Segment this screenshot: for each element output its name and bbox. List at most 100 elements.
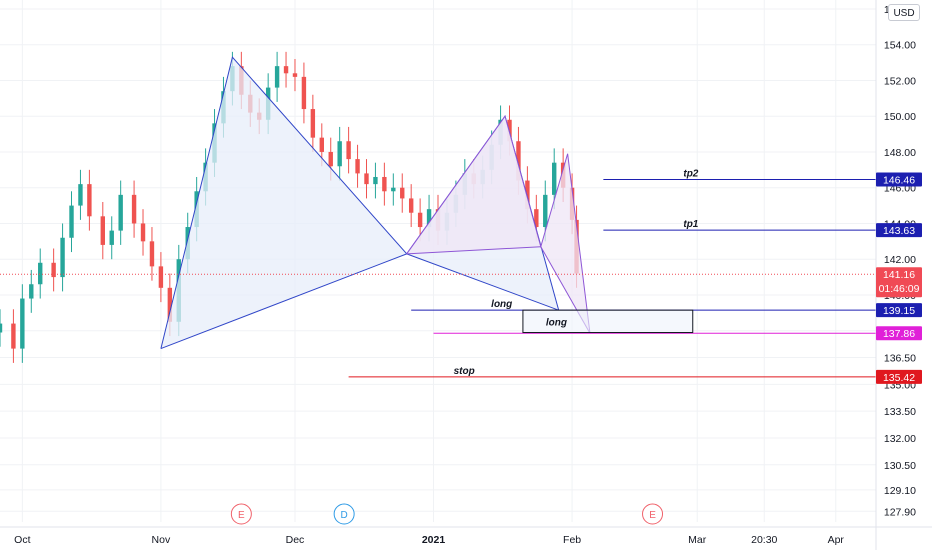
event-marker-letter: E xyxy=(238,510,245,521)
event-marker-circle xyxy=(230,503,252,525)
candle xyxy=(417,212,423,228)
time-tick-label: Dec xyxy=(286,534,305,546)
pattern-leg xyxy=(406,253,559,311)
candle xyxy=(319,137,324,152)
candle xyxy=(382,176,387,192)
time-tick-label: Feb xyxy=(563,534,581,546)
level-label-stop: stop xyxy=(454,366,475,377)
event-marker-letter: E xyxy=(649,510,656,521)
time-tick-label: 2021 xyxy=(422,534,446,546)
pattern-fill xyxy=(160,57,407,349)
price-tick-label: 129.10 xyxy=(884,485,916,497)
candle xyxy=(109,230,114,245)
candle xyxy=(78,184,83,206)
price-tick-label: 142.00 xyxy=(884,254,916,266)
candle xyxy=(426,209,432,228)
candle xyxy=(346,141,351,160)
price-badge xyxy=(876,172,922,187)
harmonic-patterns xyxy=(160,56,591,350)
time-tick-label: Mar xyxy=(688,534,707,546)
price-badge xyxy=(876,326,922,341)
pattern-leg xyxy=(160,253,407,350)
pattern-fill xyxy=(540,153,590,334)
price-tick-label: 148.00 xyxy=(884,147,916,159)
price-axis: 127.90129.10130.50132.00133.50135.00136.… xyxy=(875,0,922,550)
price-badge-label: 137.86 xyxy=(883,328,915,340)
candle xyxy=(292,73,298,77)
candle xyxy=(400,187,405,199)
price-badge-label: 143.63 xyxy=(883,225,915,237)
level-lines: tp2 tp1 long stop long xyxy=(0,168,876,378)
pattern-fill xyxy=(406,116,541,254)
candle xyxy=(158,266,164,288)
candle xyxy=(29,284,34,299)
candle xyxy=(149,241,155,267)
candle xyxy=(337,141,342,167)
price-tick-label: 150.00 xyxy=(884,111,916,123)
price-badge-label: 141.16 xyxy=(883,269,915,281)
price-badge-label: 146.46 xyxy=(883,174,915,186)
price-tick-label: 132.00 xyxy=(884,433,916,445)
candle xyxy=(301,76,307,110)
time-tick-label: Nov xyxy=(152,534,171,546)
candle xyxy=(543,194,548,228)
event-marker-circle xyxy=(333,503,355,525)
time-axis: Oct Nov Dec 2021 Feb Mar 20:30 Apr xyxy=(0,526,932,546)
time-tick-label: Apr xyxy=(828,534,845,546)
candle xyxy=(408,198,414,213)
candle xyxy=(60,237,65,278)
candle xyxy=(20,298,25,349)
candle xyxy=(328,151,333,167)
price-tick-label: 127.90 xyxy=(884,506,916,518)
candle xyxy=(364,173,369,185)
event-marker[interactable]: E xyxy=(230,503,252,525)
pattern-leg xyxy=(406,246,541,255)
candle xyxy=(167,287,173,322)
price-tick-label: 130.50 xyxy=(884,460,916,472)
price-badge xyxy=(876,369,922,384)
price-tick-label: 136.50 xyxy=(884,353,916,365)
candle xyxy=(51,262,56,278)
level-label-long: long xyxy=(491,299,512,310)
candle xyxy=(131,194,137,224)
price-tick-label: 154.00 xyxy=(884,40,916,52)
candle xyxy=(391,187,396,192)
candle xyxy=(552,162,557,195)
candle xyxy=(0,323,3,333)
price-badge-label: 135.42 xyxy=(883,372,915,384)
price-badge xyxy=(876,223,922,238)
candle xyxy=(310,109,316,138)
candle xyxy=(516,141,521,181)
time-tick-label: Oct xyxy=(14,534,30,546)
level-label-tp1: tp1 xyxy=(683,219,698,230)
price-tick-label: 152.00 xyxy=(884,75,916,87)
entry-box xyxy=(522,309,694,334)
entry-box-label: long xyxy=(546,317,567,328)
candle xyxy=(534,209,539,228)
candle xyxy=(38,262,43,285)
candle xyxy=(11,323,16,349)
price-badge-label: 139.15 xyxy=(883,305,915,317)
time-tick-label: 20:30 xyxy=(751,534,777,546)
candle xyxy=(373,176,378,185)
event-marker[interactable]: D xyxy=(333,503,355,525)
candle xyxy=(274,66,280,88)
price-badge xyxy=(876,303,922,318)
price-countdown: 01:46:09 xyxy=(879,283,920,295)
event-marker-circle xyxy=(642,503,664,525)
candle xyxy=(525,180,530,210)
candle xyxy=(140,223,146,242)
price-tick-label: 133.50 xyxy=(884,406,916,418)
currency-button[interactable]: USD xyxy=(888,4,920,21)
event-marker-letter: D xyxy=(341,510,348,521)
candle xyxy=(118,194,123,231)
price-badge xyxy=(876,267,922,298)
level-label-tp2: tp2 xyxy=(683,168,698,179)
event-marker[interactable]: E xyxy=(642,503,664,525)
candle xyxy=(355,159,360,174)
grid xyxy=(0,0,876,522)
candle xyxy=(100,216,105,245)
